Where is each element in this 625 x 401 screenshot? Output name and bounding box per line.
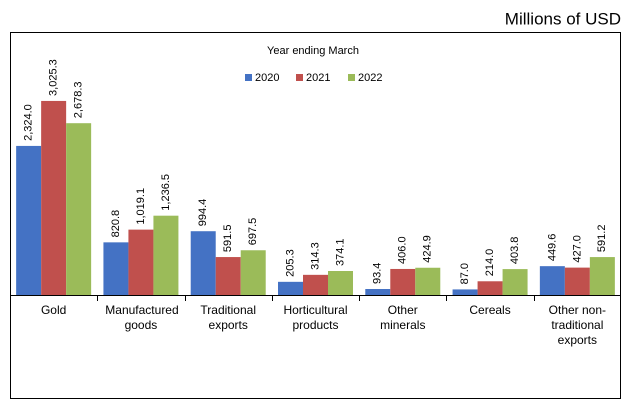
value-label: 591.5 xyxy=(222,225,234,253)
bar xyxy=(589,257,615,295)
value-label: 449.6 xyxy=(546,234,558,262)
legend-label: 2020 xyxy=(255,72,279,84)
chart-subtitle: Millions of USD xyxy=(505,9,621,28)
x-tick-label: Cereals xyxy=(469,303,511,317)
bar xyxy=(103,242,129,295)
legend-label: 2021 xyxy=(306,72,330,84)
bar xyxy=(16,145,42,295)
bar xyxy=(415,267,441,295)
bar xyxy=(240,250,266,295)
bar xyxy=(365,289,391,295)
value-label: 697.5 xyxy=(247,218,259,246)
value-label: 374.1 xyxy=(334,238,346,266)
x-tick-label: Traditional exports xyxy=(200,303,256,332)
bar xyxy=(128,229,154,295)
x-tick-label: Horticultural products xyxy=(283,303,348,332)
x-tick-label: Gold xyxy=(40,303,67,317)
value-label: 406.0 xyxy=(397,236,409,264)
bar xyxy=(477,281,503,295)
legend-swatch xyxy=(245,74,252,81)
value-label: 87.0 xyxy=(459,263,471,284)
bar xyxy=(564,267,590,295)
value-label: 93.4 xyxy=(372,263,384,284)
bar xyxy=(278,281,303,295)
value-label: 2,678.3 xyxy=(73,81,85,118)
value-label: 314.3 xyxy=(309,242,321,270)
bar xyxy=(41,100,67,295)
bar xyxy=(502,269,528,295)
bar xyxy=(215,257,241,295)
bar xyxy=(153,215,179,295)
bar xyxy=(328,271,353,295)
bar xyxy=(452,289,478,295)
x-tick-label: Other non-traditional exports xyxy=(548,303,607,347)
legend-title: Year ending March xyxy=(267,45,359,57)
legend-swatch xyxy=(348,74,355,81)
legend-label: 2022 xyxy=(358,72,382,84)
value-label: 820.8 xyxy=(110,210,122,238)
bar xyxy=(190,231,216,295)
x-tick-label: Manufactured goods xyxy=(105,303,179,332)
value-label: 424.9 xyxy=(422,235,434,263)
value-label: 1,236.5 xyxy=(160,174,172,211)
value-label: 591.2 xyxy=(596,225,608,253)
plot-frame xyxy=(10,32,621,399)
value-label: 2,324.0 xyxy=(23,104,35,141)
value-label: 994.4 xyxy=(197,199,209,227)
bar xyxy=(539,266,565,295)
value-label: 1,019.1 xyxy=(135,188,147,225)
legend-swatch xyxy=(296,74,303,81)
value-label: 214.0 xyxy=(484,249,496,277)
value-label: 205.3 xyxy=(284,249,296,277)
value-label: 3,025.3 xyxy=(48,59,60,96)
bar xyxy=(66,123,92,295)
bar xyxy=(303,274,328,295)
x-tick-label: Other minerals xyxy=(380,303,426,332)
bar xyxy=(390,268,416,295)
value-label: 427.0 xyxy=(571,235,583,263)
value-label: 403.8 xyxy=(509,237,521,265)
